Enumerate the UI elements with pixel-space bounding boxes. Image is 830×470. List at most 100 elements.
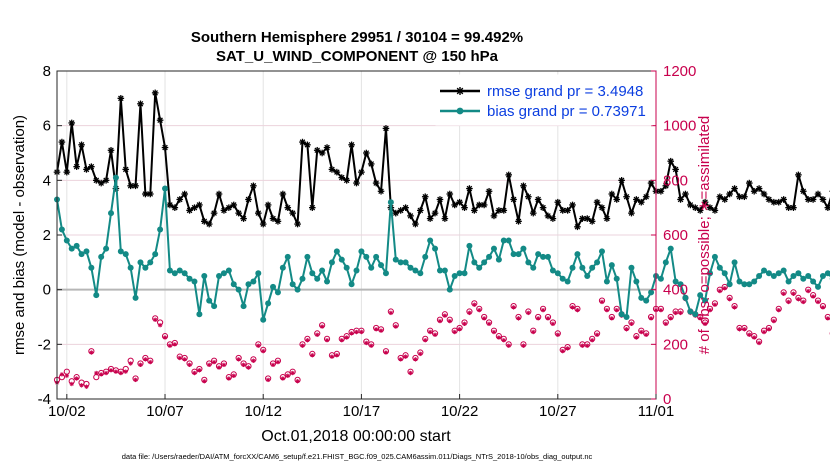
y-axis-ticks: -4 -2 0 2 4 6 8: [38, 63, 62, 408]
obs-assimilated-point: [128, 361, 133, 366]
obs-assimilated-point: [648, 316, 654, 321]
obs-assimilated-point: [781, 291, 786, 296]
bias-point: [348, 281, 355, 288]
obs-assimilated-point: [766, 327, 772, 332]
rmse-point: [245, 196, 252, 203]
bias-point: [824, 270, 830, 277]
bias-point: [279, 264, 286, 271]
obs-assimilated-point: [516, 316, 521, 321]
obs-assimilated-point: [315, 332, 320, 337]
bias-point: [692, 311, 699, 318]
rmse-point: [588, 218, 596, 225]
bias-point: [122, 251, 129, 258]
obs-assimilated-point: [697, 316, 703, 321]
bias-point: [505, 237, 512, 244]
obs-assimilated-point: [152, 317, 158, 322]
obs-assimilated-point: [540, 307, 546, 313]
rmse-point: [525, 193, 532, 201]
obs-assimilated-point: [192, 370, 197, 376]
rmse-point: [657, 187, 665, 195]
bias-point: [559, 275, 566, 282]
bias-point: [775, 270, 782, 277]
rmse-point: [122, 166, 130, 173]
obs-assimilated-point: [246, 365, 251, 370]
obs-assimilated-point: [732, 305, 737, 310]
bias-point: [294, 286, 301, 293]
obs-assimilated-point: [64, 373, 70, 378]
bias-point: [746, 281, 753, 288]
rmse-point: [397, 207, 404, 214]
obs-assimilated-point: [398, 357, 403, 362]
obs-assimilated-point: [501, 338, 506, 343]
rmse-point: [505, 171, 513, 179]
rmse-point: [765, 196, 773, 203]
obs-assimilated-point: [324, 338, 330, 343]
rmse-point: [294, 220, 301, 228]
y2-tick-label-3: 600: [663, 227, 688, 244]
rmse-point: [230, 201, 238, 209]
bias-point: [132, 294, 139, 301]
y-tick-label-5: 6: [43, 118, 51, 135]
obs-assimilated-series: [54, 286, 830, 389]
obs-assimilated-point: [148, 359, 153, 365]
bias-point: [486, 253, 493, 260]
obs-assimilated-point: [202, 379, 207, 384]
bias-point: [716, 264, 723, 271]
obs-assimilated-point: [801, 299, 806, 305]
bias-point: [274, 289, 281, 296]
obs-assimilated-point: [285, 373, 290, 378]
bias-point: [309, 270, 316, 277]
obs-assimilated-point: [94, 370, 99, 376]
obs-assimilated-point: [118, 370, 124, 376]
legend: rmse grand pr = 3.4948 bias grand pr = 0…: [435, 74, 653, 126]
bias-point: [157, 226, 164, 233]
rmse-point: [696, 207, 704, 214]
rmse-point: [529, 209, 537, 217]
x-tick-label-5: 10/27: [539, 403, 577, 420]
bias-point: [103, 245, 110, 252]
rmse-point: [372, 179, 380, 187]
rmse-point: [500, 207, 508, 214]
rmse-point: [146, 190, 154, 198]
obs-assimilated-point: [369, 343, 374, 348]
bias-point: [63, 237, 70, 244]
rmse-point: [426, 215, 434, 222]
rmse-point: [377, 187, 385, 195]
y2-tick-label-5: 1000: [663, 118, 696, 135]
obs-assimilated-point: [506, 343, 511, 348]
bias-point: [623, 314, 630, 320]
bias-point: [446, 286, 453, 293]
bias-point: [598, 248, 605, 255]
bias-point: [594, 259, 601, 266]
bias-point: [289, 281, 296, 288]
rmse-point: [255, 209, 262, 217]
legend-rmse-star: [456, 87, 464, 95]
x-axis-label: Oct.01,2018 00:00:00 start: [261, 428, 451, 445]
rmse-point: [677, 196, 684, 203]
rmse-point: [289, 209, 296, 217]
bias-point: [697, 292, 704, 299]
obs-assimilated-point: [290, 370, 295, 376]
bias-point: [628, 264, 635, 271]
obs-assimilated-point: [580, 343, 585, 348]
obs-assimilated-point: [786, 299, 791, 305]
bias-point: [88, 264, 95, 271]
bias-point: [633, 278, 640, 285]
obs-assimilated-point: [727, 297, 732, 302]
rmse-point: [274, 218, 282, 225]
obs-assimilated-point: [609, 316, 615, 321]
bias-point: [667, 245, 674, 252]
obs-assimilated-point: [427, 329, 433, 335]
bias-point: [68, 245, 75, 252]
bias-point: [672, 278, 679, 285]
obs-assimilated-point: [280, 376, 286, 381]
obs-assimilated-point: [364, 340, 369, 346]
bias-point: [98, 253, 105, 260]
rmse-series: [53, 89, 830, 231]
rmse-point: [417, 207, 424, 214]
bias-point: [211, 303, 218, 310]
rmse-point: [775, 198, 783, 206]
obs-assimilated-point: [310, 353, 315, 358]
obs-assimilated-point: [221, 362, 227, 368]
obs-assimilated-point: [59, 372, 65, 377]
